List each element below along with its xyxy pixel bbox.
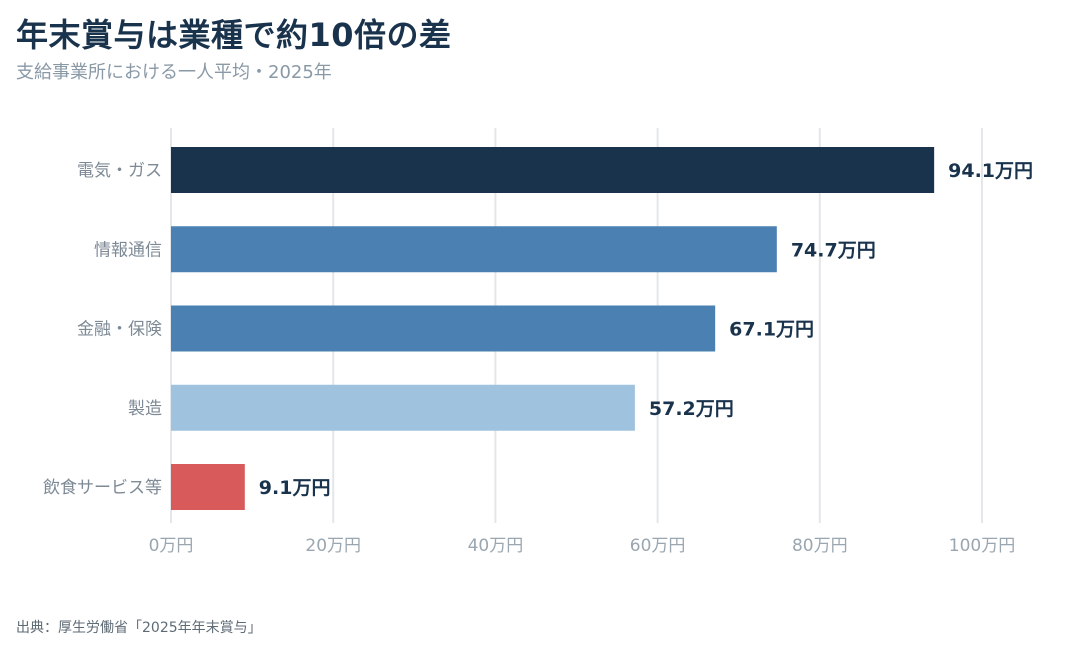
value-label: 94.1万円 bbox=[948, 160, 1033, 182]
value-label: 67.1万円 bbox=[729, 319, 814, 341]
category-label: 金融・保険 bbox=[77, 320, 162, 340]
category-label: 電気・ガス bbox=[77, 161, 162, 181]
chart-subtitle: 支給事業所における一人平均・2025年 bbox=[16, 62, 332, 83]
chart-title: 年末賞与は業種で約10倍の差 bbox=[16, 16, 452, 54]
x-tick-label: 0万円 bbox=[149, 536, 194, 556]
bar bbox=[171, 305, 716, 352]
x-tick-label: 100万円 bbox=[949, 536, 1015, 556]
category-label: 飲食サービス等 bbox=[43, 478, 162, 498]
x-tick-label: 20万円 bbox=[305, 536, 361, 556]
bar bbox=[171, 464, 245, 510]
bar bbox=[171, 147, 935, 193]
category-label: 情報通信 bbox=[94, 240, 162, 260]
value-label: 57.2万円 bbox=[649, 398, 734, 420]
x-tick-label: 80万円 bbox=[792, 536, 848, 556]
source-note: 出典：厚生労働省「2025年年末賞与」 bbox=[16, 620, 262, 636]
bars bbox=[171, 147, 935, 510]
bar bbox=[171, 384, 635, 431]
x-tick-label: 40万円 bbox=[468, 536, 524, 556]
bar bbox=[171, 226, 777, 273]
category-label: 製造 bbox=[128, 399, 162, 419]
value-label: 9.1万円 bbox=[259, 477, 331, 499]
value-label: 74.7万円 bbox=[791, 239, 876, 261]
x-tick-label: 60万円 bbox=[630, 536, 686, 556]
